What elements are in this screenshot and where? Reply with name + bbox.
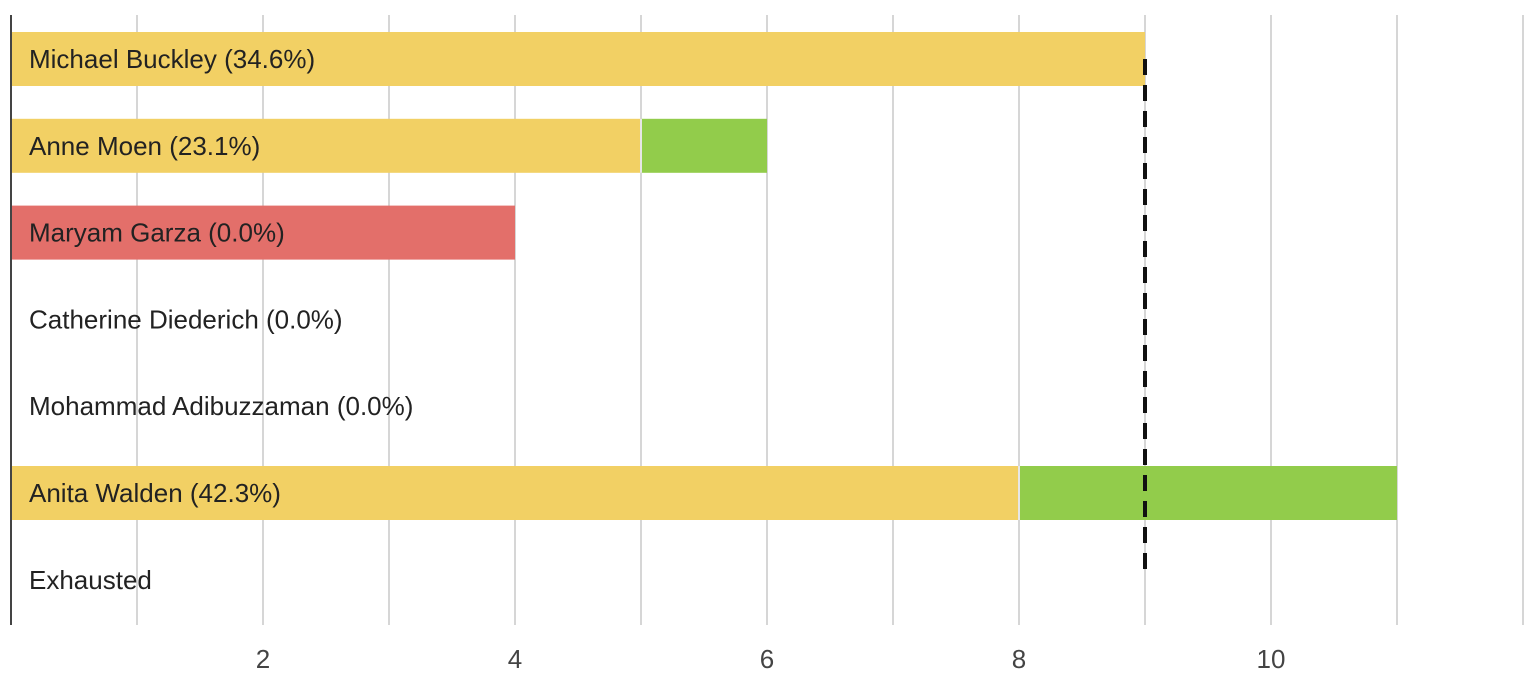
x-tick-label-6: 6: [760, 644, 774, 674]
bar-label-2: Maryam Garza (0.0%): [29, 218, 285, 248]
bar-segment-5-1: [1019, 466, 1397, 520]
bar-label-4: Mohammad Adibuzzaman (0.0%): [29, 391, 413, 421]
bars: [11, 32, 1397, 520]
bar-segment-1-0: [11, 118, 641, 173]
axes: 2 4 6 8 10: [10, 15, 1286, 674]
bar-labels: Michael Buckley (34.6%) Anne Moen (23.1%)…: [29, 44, 413, 595]
bar-segment-0-0: [11, 32, 1145, 86]
x-tick-label-10: 10: [1257, 644, 1286, 674]
bar-label-3: Catherine Diederich (0.0%): [29, 304, 343, 334]
bar-label-0: Michael Buckley (34.6%): [29, 44, 315, 74]
bar-label-5: Anita Walden (42.3%): [29, 478, 281, 508]
bar-segment-5-0: [11, 466, 1019, 520]
bar-segment-2-2: [11, 205, 515, 260]
x-tick-label-2: 2: [256, 644, 270, 674]
bar-label-1: Anne Moen (23.1%): [29, 131, 260, 161]
grid-lines: [136, 15, 1524, 625]
x-tick-label-4: 4: [508, 644, 522, 674]
bar-segment-1-1: [641, 118, 767, 173]
bar-label-6: Exhausted: [29, 565, 152, 595]
x-tick-label-8: 8: [1012, 644, 1026, 674]
